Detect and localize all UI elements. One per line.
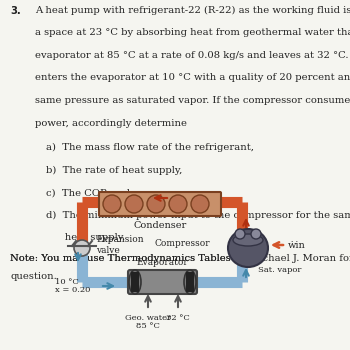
Ellipse shape [228, 229, 268, 267]
Text: c)  The COP, and: c) The COP, and [46, 188, 130, 197]
Text: question.: question. [10, 272, 57, 281]
Circle shape [103, 195, 121, 213]
FancyBboxPatch shape [128, 270, 197, 294]
Text: evaporator at 85 °C at a rate of 0.08 kg/s and leaves at 32 °C. Refrigerant: evaporator at 85 °C at a rate of 0.08 kg… [35, 51, 350, 60]
Circle shape [235, 229, 245, 239]
Text: Expansion
valve: Expansion valve [96, 235, 144, 255]
Circle shape [251, 229, 261, 239]
Text: enters the evaporator at 10 °C with a quality of 20 percent and leaves at the: enters the evaporator at 10 °C with a qu… [35, 74, 350, 83]
Circle shape [169, 195, 187, 213]
Ellipse shape [129, 270, 141, 294]
Text: same pressure as saturated vapor. If the compressor consumes 6.26 kW of: same pressure as saturated vapor. If the… [35, 96, 350, 105]
Text: Compressor: Compressor [154, 239, 210, 248]
Text: Sat. vapor: Sat. vapor [258, 266, 301, 274]
Text: 10 °C: 10 °C [55, 278, 79, 286]
Text: Geo. water: Geo. water [125, 314, 171, 322]
Circle shape [191, 195, 209, 213]
Circle shape [74, 240, 90, 256]
Text: d)  The minimum power input to the compressor for the same rate of: d) The minimum power input to the compre… [46, 211, 350, 220]
Text: Condenser: Condenser [133, 221, 187, 230]
Circle shape [125, 195, 143, 213]
Text: Note: You may use Thermodynamics Tables by Michael J. Moran for this: Note: You may use Thermodynamics Tables … [10, 254, 350, 263]
Circle shape [147, 195, 165, 213]
Text: x = 0.20: x = 0.20 [55, 286, 90, 294]
FancyBboxPatch shape [99, 192, 221, 216]
Text: 85 °C: 85 °C [136, 322, 160, 330]
Ellipse shape [233, 234, 263, 246]
Text: power, accordingly determine: power, accordingly determine [35, 119, 187, 128]
Text: A heat pump with refrigerant-22 (R-22) as the working fluid is used to keep: A heat pump with refrigerant-22 (R-22) a… [35, 6, 350, 15]
Text: Evaporator: Evaporator [136, 258, 188, 267]
Ellipse shape [184, 270, 196, 294]
Text: Note: You may use Thermodynamics Tables by: Note: You may use Thermodynamics Tables … [10, 254, 250, 263]
Text: b)  The rate of heat supply,: b) The rate of heat supply, [46, 166, 182, 175]
FancyBboxPatch shape [131, 272, 139, 292]
Text: a)  The mass flow rate of the refrigerant,: a) The mass flow rate of the refrigerant… [46, 143, 253, 152]
FancyBboxPatch shape [186, 272, 194, 292]
Text: 32 °C: 32 °C [166, 314, 190, 322]
Text: a space at 23 °C by absorbing heat from geothermal water that enters the: a space at 23 °C by absorbing heat from … [35, 28, 350, 37]
Text: heat supply.: heat supply. [46, 233, 125, 242]
Text: ẇin: ẇin [288, 240, 306, 250]
Text: 3.: 3. [10, 6, 21, 16]
